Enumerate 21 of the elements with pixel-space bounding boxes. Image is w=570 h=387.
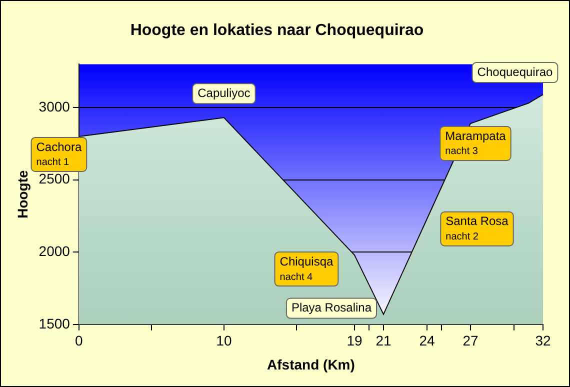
x-tick-label: 21 bbox=[376, 332, 392, 349]
x-tick-label: 0 bbox=[75, 332, 84, 349]
y-tick-label: 2000 bbox=[38, 242, 70, 259]
annotation: Playa Rosalina bbox=[291, 300, 372, 315]
annotation: Choquequirao bbox=[477, 64, 554, 79]
y-tick-label: 2500 bbox=[38, 170, 70, 187]
annotation: Santa Rosa nacht 2 bbox=[446, 214, 509, 243]
annotation: Cachora nacht 1 bbox=[36, 140, 82, 168]
x-tick-label: 19 bbox=[346, 332, 362, 349]
chart-title: Hoogte en lokaties naar Choquequirao bbox=[130, 22, 424, 40]
x-tick-label: 10 bbox=[216, 332, 232, 349]
y-tick-label: 3000 bbox=[38, 98, 70, 114]
y-tick-label: 1500 bbox=[38, 315, 70, 332]
annotation: Marampata nacht 3 bbox=[445, 128, 506, 158]
x-tick-label: 32 bbox=[535, 332, 551, 349]
annotation: Capuliyoc bbox=[198, 86, 250, 100]
x-axis-title: Afstand (Km) bbox=[267, 356, 355, 372]
x-tick-label: 24 bbox=[419, 332, 435, 349]
x-tick-label: 27 bbox=[462, 332, 478, 349]
annotation: Chiquisqa nacht 4 bbox=[280, 254, 334, 283]
y-axis-title: Hoogte bbox=[14, 170, 30, 218]
